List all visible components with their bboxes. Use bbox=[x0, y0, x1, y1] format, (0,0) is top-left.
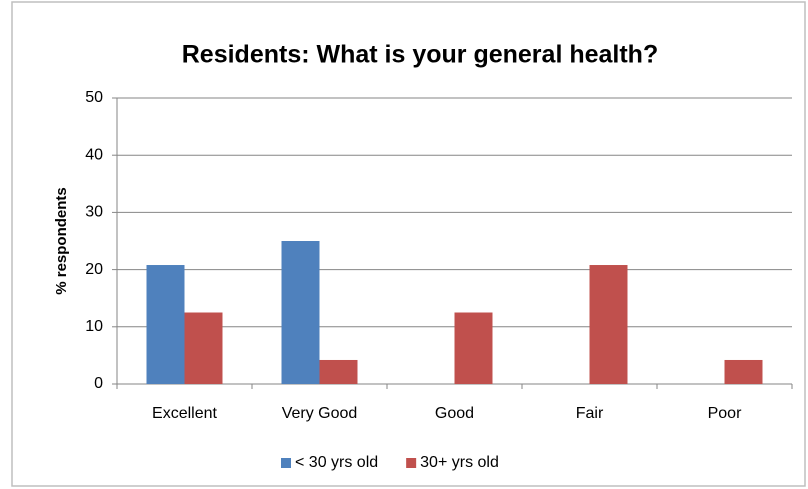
bar bbox=[454, 312, 493, 384]
y-tick-label: 50 bbox=[85, 89, 103, 106]
legend-label: < 30 yrs old bbox=[295, 454, 378, 471]
chart-title: Residents: What is your general health? bbox=[182, 41, 658, 69]
x-tick-label: Poor bbox=[708, 405, 742, 422]
bar bbox=[184, 312, 223, 384]
legend-swatch bbox=[406, 458, 417, 468]
x-tick-label: Excellent bbox=[152, 405, 217, 422]
chart-frame bbox=[11, 1, 806, 487]
legend-swatch bbox=[281, 458, 291, 468]
y-tick-label: 0 bbox=[94, 375, 103, 392]
y-tick-label: 40 bbox=[85, 146, 103, 163]
bar bbox=[146, 265, 185, 384]
bar bbox=[281, 241, 320, 384]
bar bbox=[589, 265, 628, 384]
bar bbox=[724, 359, 763, 384]
bar bbox=[319, 359, 358, 384]
y-tick-label: 10 bbox=[85, 318, 103, 335]
x-tick-label: Very Good bbox=[282, 405, 358, 422]
y-tick-label: 30 bbox=[85, 204, 103, 221]
legend-label: 30+ yrs old bbox=[420, 454, 499, 471]
y-tick-label: 20 bbox=[85, 261, 103, 278]
x-tick-label: Good bbox=[435, 405, 474, 422]
x-tick-label: Fair bbox=[576, 405, 604, 422]
y-axis-label: % respondents bbox=[53, 187, 70, 295]
